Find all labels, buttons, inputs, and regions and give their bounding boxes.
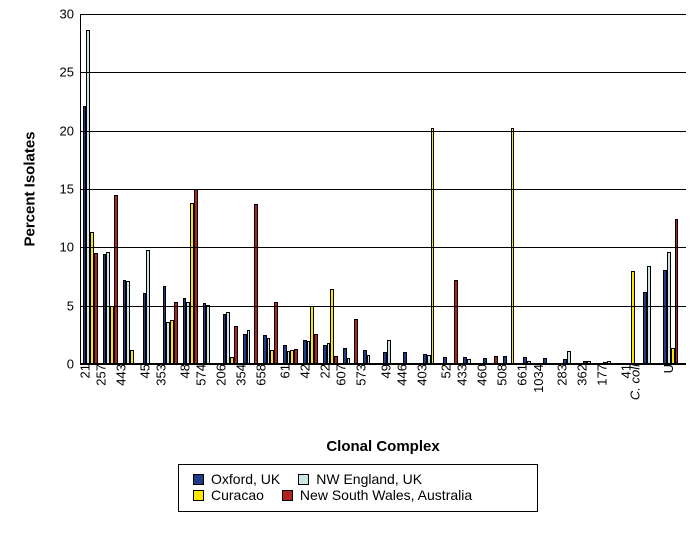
axis-line [80, 14, 81, 364]
y-axis-title: Percent Isolates [22, 131, 39, 246]
x-tick-label: 607 [330, 364, 349, 386]
x-tick-label: 283 [550, 364, 569, 386]
x-tick-label: 1034 [527, 364, 546, 393]
bar [194, 189, 198, 364]
bar [146, 250, 150, 364]
bar [247, 330, 251, 364]
bar [647, 266, 651, 364]
x-tick-label: 61 [274, 364, 293, 378]
legend-swatch [193, 474, 204, 485]
bar [675, 219, 679, 364]
y-tick-label: 25 [60, 65, 80, 80]
gridline [80, 306, 686, 307]
x-tick-label: 257 [90, 364, 109, 386]
bar [314, 334, 318, 364]
x-tick-label: 403 [410, 364, 429, 386]
legend-label: NW England, UK [316, 471, 422, 487]
gridline [80, 189, 686, 190]
x-tick-label: 446 [390, 364, 409, 386]
legend-item: Curacao [193, 487, 264, 503]
bar [431, 128, 435, 364]
x-tick-label: 206 [210, 364, 229, 386]
x-tick-label: 658 [250, 364, 269, 386]
legend-item: New South Wales, Australia [282, 487, 472, 503]
legend-label: New South Wales, Australia [300, 487, 472, 503]
bar [330, 289, 334, 364]
x-tick-label: 433 [450, 364, 469, 386]
x-tick-label: 177 [591, 364, 610, 386]
legend-box: Oxford, UK NW England, UK Curacao New South… [178, 464, 538, 512]
chart-frame: 0510152025302125744345353485742063546586… [8, 8, 692, 526]
bar [174, 302, 178, 364]
legend-swatch [298, 474, 309, 485]
x-tick-label: 460 [470, 364, 489, 386]
x-tick-label: 573 [350, 364, 369, 386]
gridline [80, 14, 686, 15]
legend-row: Oxford, UK NW England, UK [193, 471, 523, 487]
y-tick-label: 30 [60, 7, 80, 22]
plot-area: 0510152025302125744345353485742063546586… [80, 14, 686, 364]
bar [206, 305, 210, 365]
bar [631, 271, 635, 364]
x-tick-label: 508 [490, 364, 509, 386]
x-tick-label: 574 [190, 364, 209, 386]
x-tick-label: 443 [110, 364, 129, 386]
y-tick-label: 20 [60, 123, 80, 138]
legend-swatch [282, 490, 293, 501]
y-tick-label: 10 [60, 240, 80, 255]
bar [354, 319, 358, 365]
legend-label: Oxford, UK [211, 471, 280, 487]
bar [511, 128, 515, 364]
y-tick-label: 5 [67, 298, 80, 313]
x-axis-title: Clonal Complex [326, 438, 439, 455]
bar [387, 340, 391, 365]
bar [114, 195, 118, 364]
x-tick-label: 354 [230, 364, 249, 386]
x-tick-label: U [657, 364, 676, 373]
bar [254, 204, 258, 364]
bar [294, 349, 298, 364]
gridline [80, 72, 686, 73]
x-tick-label: 353 [150, 364, 169, 386]
gridline [80, 131, 686, 132]
legend-label: Curacao [211, 487, 264, 503]
bar [94, 253, 98, 364]
bar [274, 302, 278, 364]
gridline [80, 247, 686, 248]
bar [234, 326, 238, 365]
y-tick-label: 15 [60, 182, 80, 197]
legend-item: NW England, UK [298, 471, 422, 487]
x-tick-label: C. coli [623, 364, 642, 400]
legend-item: Oxford, UK [193, 471, 280, 487]
x-tick-label: 362 [570, 364, 589, 386]
bar [130, 350, 134, 364]
x-tick-label: 42 [294, 364, 313, 378]
legend-row: Curacao New South Wales, Australia [193, 487, 523, 503]
legend-swatch [193, 490, 204, 501]
bar [454, 280, 458, 364]
